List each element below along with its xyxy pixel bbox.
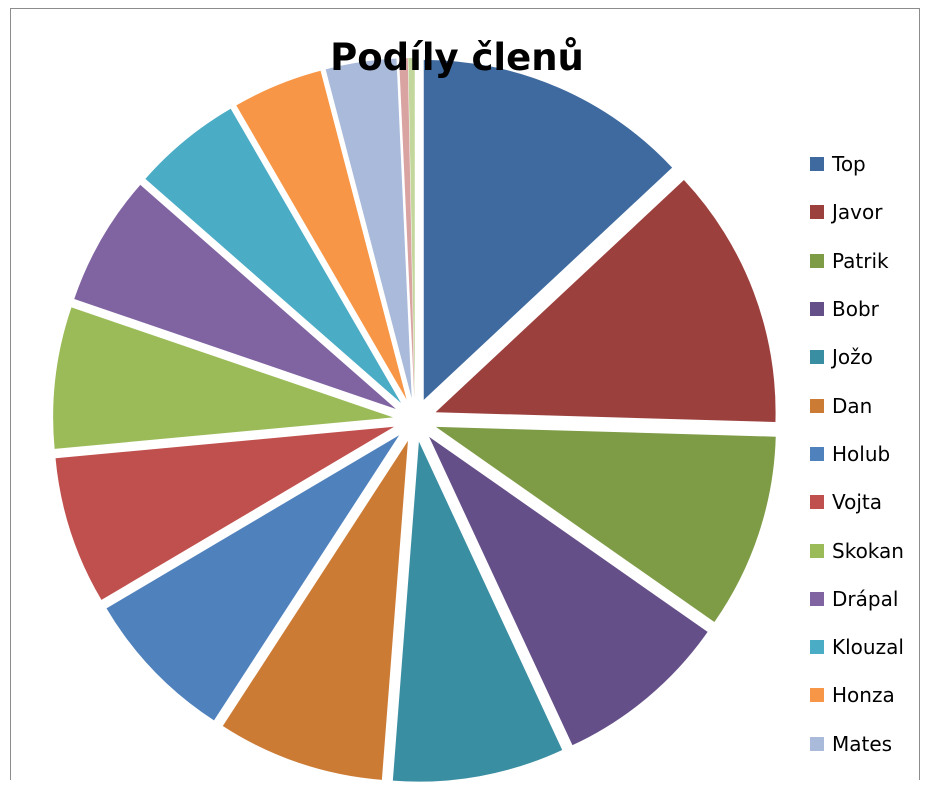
legend-swatch bbox=[810, 688, 824, 703]
legend-item: Drápal bbox=[810, 575, 920, 623]
legend-item: Mates bbox=[810, 720, 920, 768]
legend-swatch bbox=[810, 495, 824, 510]
pie-slice-bobr bbox=[429, 436, 708, 746]
chart-legend: Top Javor Patrik Bobr Jožo Dan Holub Vojta Skoka… bbox=[810, 140, 920, 768]
legend-label: Drápal bbox=[832, 586, 899, 611]
legend-swatch bbox=[810, 446, 824, 461]
legend-swatch bbox=[810, 640, 824, 655]
pie-slice-unlabeled-13 bbox=[399, 58, 415, 399]
pie-slice-holub bbox=[106, 435, 400, 721]
legend-label: Skokan bbox=[832, 538, 904, 563]
legend-swatch bbox=[810, 157, 824, 172]
pie-slice-javor bbox=[435, 180, 776, 423]
pie-slice-skokan bbox=[53, 307, 394, 449]
legend-label: Jožo bbox=[832, 345, 873, 370]
legend-swatch bbox=[810, 591, 824, 606]
legend-swatch bbox=[810, 205, 824, 220]
legend-swatch bbox=[810, 398, 824, 413]
pie-slice-mates bbox=[325, 58, 412, 399]
legend-item: Patrik bbox=[810, 237, 920, 285]
pie-slice-vojta bbox=[55, 426, 395, 600]
legend-label: Mates bbox=[832, 731, 893, 756]
legend-label: Vojta bbox=[832, 490, 883, 515]
legend-label: Klouzal bbox=[832, 635, 904, 660]
pie-slice-top bbox=[423, 59, 673, 400]
legend-swatch bbox=[810, 736, 824, 751]
legend-label: Javor bbox=[832, 200, 883, 225]
legend-item: Bobr bbox=[810, 285, 920, 333]
legend-item: Holub bbox=[810, 430, 920, 478]
legend-item: Honza bbox=[810, 671, 920, 719]
chart-title: Podíly členů bbox=[330, 36, 584, 79]
legend-item: Dan bbox=[810, 381, 920, 429]
pie-slice-honza bbox=[236, 70, 407, 400]
legend-label: Honza bbox=[832, 683, 895, 708]
pie-slice-jožo bbox=[392, 441, 563, 782]
pie-slice-dan bbox=[222, 440, 408, 780]
legend-item: Top bbox=[810, 140, 920, 188]
legend-item: Vojta bbox=[810, 478, 920, 526]
pie-slice-klouzal bbox=[145, 108, 402, 404]
legend-item: Jožo bbox=[810, 333, 920, 381]
pie-slice-unlabeled-14 bbox=[408, 58, 415, 399]
legend-label: Bobr bbox=[832, 297, 879, 322]
legend-item: Javor bbox=[810, 188, 920, 236]
legend-label: Holub bbox=[832, 441, 891, 466]
legend-swatch bbox=[810, 543, 824, 558]
legend-swatch bbox=[810, 302, 824, 317]
pie-slice-patrik bbox=[435, 426, 776, 622]
legend-label: Dan bbox=[832, 393, 873, 418]
legend-swatch bbox=[810, 350, 824, 365]
legend-label: Patrik bbox=[832, 248, 889, 273]
legend-label: Top bbox=[832, 152, 866, 177]
legend-swatch bbox=[810, 253, 824, 268]
legend-item: Skokan bbox=[810, 526, 920, 574]
pie-slice-drápal bbox=[74, 184, 396, 409]
legend-item: Klouzal bbox=[810, 623, 920, 671]
